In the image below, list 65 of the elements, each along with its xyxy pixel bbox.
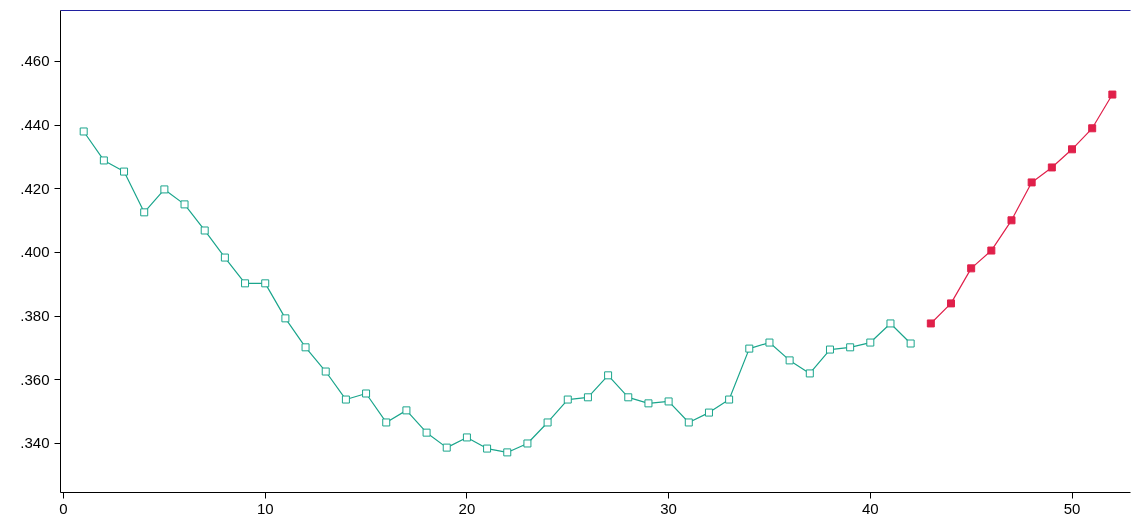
x-tick-label: 40 bbox=[861, 499, 879, 517]
point bbox=[583, 393, 592, 402]
point bbox=[1047, 163, 1056, 172]
point bbox=[987, 246, 996, 255]
x-tick-label: 50 bbox=[1063, 499, 1081, 517]
point bbox=[362, 389, 371, 398]
point bbox=[422, 428, 431, 437]
point bbox=[79, 127, 88, 136]
point bbox=[1088, 124, 1097, 133]
x-tick-label: 20 bbox=[458, 499, 476, 517]
point bbox=[241, 279, 250, 288]
point bbox=[120, 167, 129, 176]
point bbox=[563, 395, 572, 404]
point bbox=[866, 338, 875, 347]
point bbox=[886, 319, 895, 328]
point bbox=[745, 344, 754, 353]
point bbox=[1007, 216, 1016, 225]
point bbox=[1068, 145, 1077, 154]
x-tick-label: 30 bbox=[660, 499, 677, 517]
point bbox=[220, 253, 229, 262]
y-tick-label: .360 bbox=[20, 370, 50, 388]
point bbox=[946, 299, 955, 308]
point bbox=[281, 314, 290, 323]
point bbox=[906, 339, 915, 348]
point bbox=[382, 418, 391, 427]
point bbox=[402, 406, 411, 415]
point bbox=[785, 356, 794, 365]
y-tick-label: .420 bbox=[20, 179, 50, 197]
y-tick-label: .440 bbox=[20, 116, 50, 134]
point bbox=[1027, 178, 1036, 187]
point bbox=[1108, 90, 1117, 99]
point bbox=[99, 156, 108, 165]
point bbox=[261, 279, 270, 288]
x-tick-label: 10 bbox=[256, 499, 274, 517]
point bbox=[200, 226, 209, 235]
point bbox=[462, 433, 471, 442]
y-tick-label: .380 bbox=[20, 307, 50, 325]
point bbox=[805, 369, 814, 378]
point bbox=[664, 397, 673, 406]
point bbox=[765, 338, 774, 347]
y-tick-label: .460 bbox=[20, 52, 50, 70]
point bbox=[624, 393, 633, 402]
y-tick-label: .400 bbox=[20, 243, 50, 261]
point bbox=[725, 395, 734, 404]
point bbox=[442, 443, 451, 452]
point bbox=[604, 371, 613, 380]
point bbox=[160, 185, 169, 194]
point bbox=[301, 343, 310, 352]
point bbox=[503, 448, 512, 457]
y-tick-label: .340 bbox=[20, 434, 50, 452]
point bbox=[543, 418, 552, 427]
point bbox=[644, 399, 653, 408]
point bbox=[523, 439, 532, 448]
point bbox=[180, 200, 189, 209]
point bbox=[321, 367, 330, 376]
point bbox=[926, 319, 935, 328]
x-tick-label: 0 bbox=[59, 499, 68, 517]
point bbox=[483, 444, 492, 453]
point bbox=[967, 264, 976, 273]
point bbox=[704, 408, 713, 417]
point bbox=[846, 343, 855, 352]
point bbox=[684, 418, 693, 427]
point bbox=[825, 345, 834, 354]
point bbox=[341, 395, 350, 404]
point bbox=[140, 208, 149, 217]
